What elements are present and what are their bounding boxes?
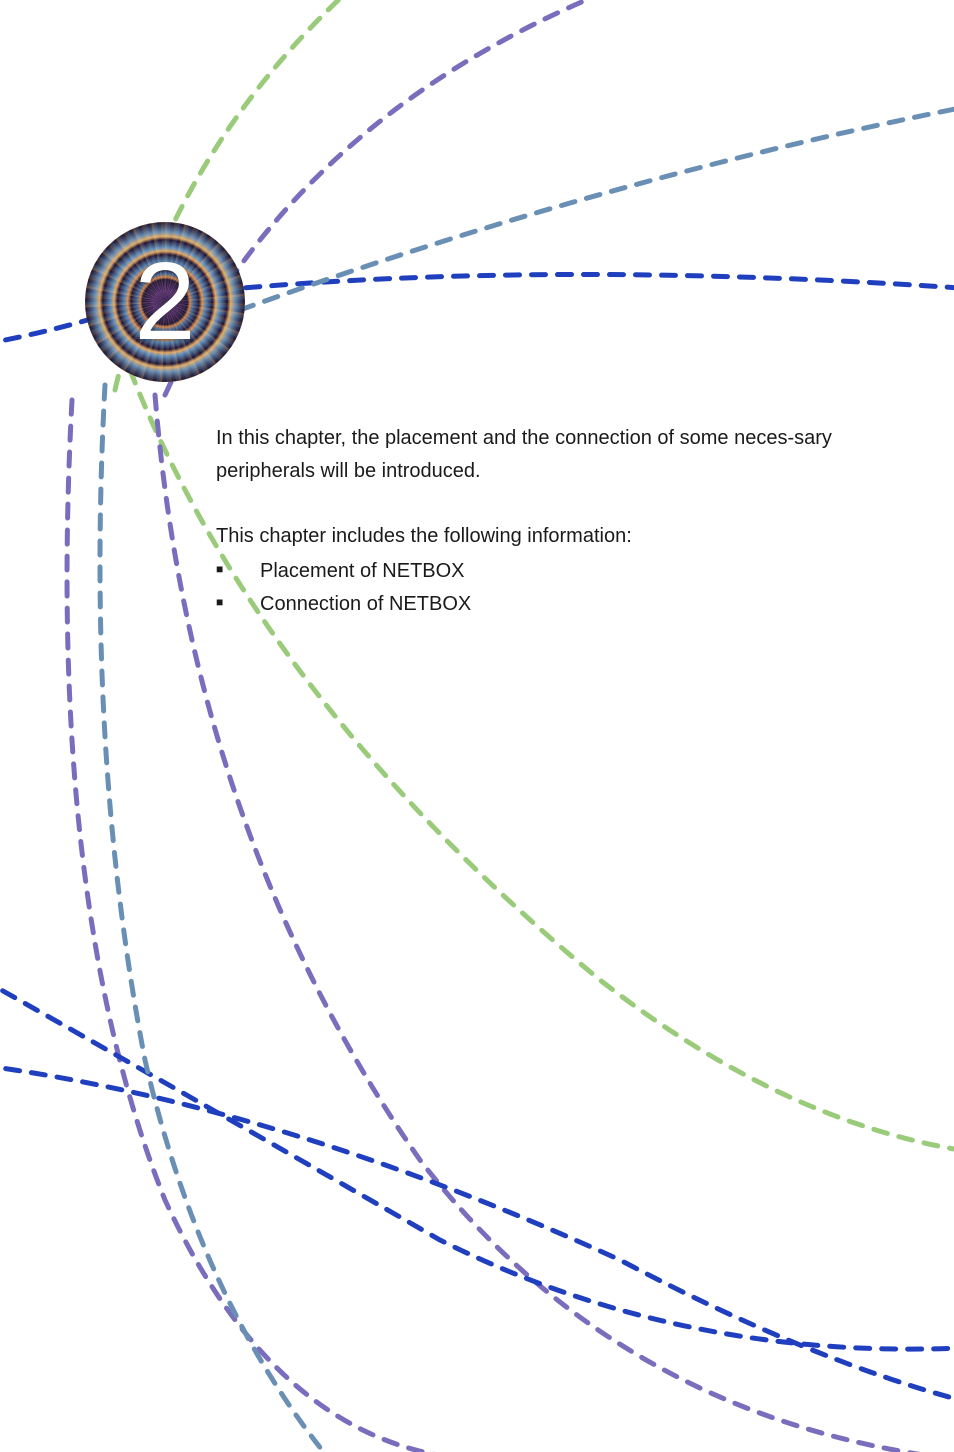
chapter-number: 2: [134, 247, 195, 357]
bullet-list: Placement of NETBOX Connection of NETBOX: [216, 555, 856, 621]
curve-blue-2: [220, 274, 954, 290]
intro-paragraph: In this chapter, the placement and the c…: [216, 422, 856, 488]
bullet-item: Connection of NETBOX: [216, 588, 856, 621]
decorative-lines: [0, 0, 954, 1452]
chapter-badge: 2: [85, 222, 245, 382]
chapter-content: In this chapter, the placement and the c…: [216, 422, 856, 621]
curve-blue-3: [0, 978, 954, 1349]
includes-heading: This chapter includes the following info…: [216, 520, 856, 553]
bullet-item: Placement of NETBOX: [216, 555, 856, 588]
curve-blue-4: [0, 1065, 954, 1400]
